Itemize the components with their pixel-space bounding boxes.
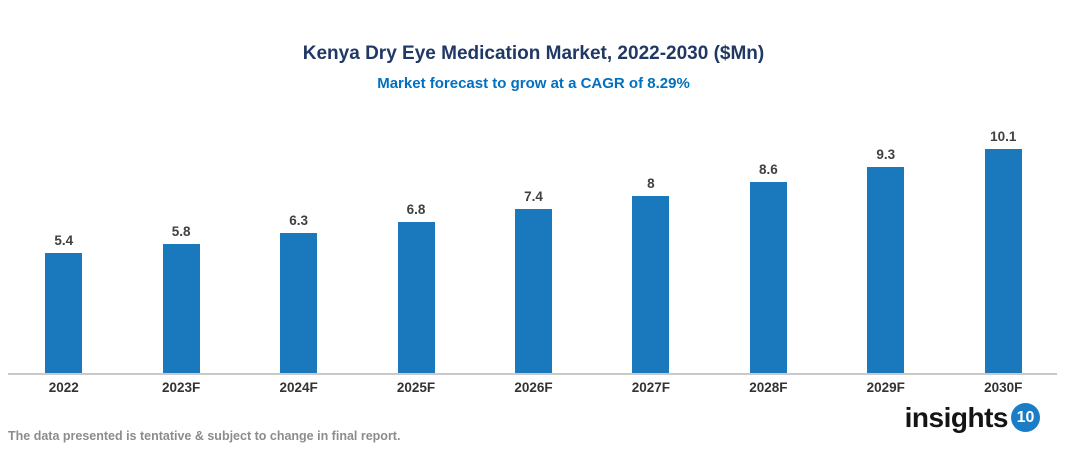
bar-column: 5.4 <box>5 233 122 373</box>
bar <box>397 222 435 373</box>
category-label: 2022 <box>48 380 79 395</box>
bar-value-label: 7.4 <box>524 189 543 204</box>
bar <box>162 244 200 373</box>
bar-column: 6.8 <box>357 202 474 373</box>
bar-value-label: 6.8 <box>406 202 426 217</box>
logo-text: insights <box>904 401 1009 433</box>
bar <box>749 182 787 373</box>
bar-column: 7.4 <box>475 189 592 373</box>
bar-column: 10.1 <box>945 129 1062 373</box>
logo-badge-icon: 10 <box>1011 403 1040 432</box>
bar <box>632 196 670 373</box>
x-axis-line <box>8 373 1057 375</box>
bar-column: 8 <box>592 176 709 373</box>
bar-column: 9.3 <box>827 147 944 373</box>
category-label: 2025F <box>396 380 436 395</box>
chart-subtitle: Market forecast to grow at a CAGR of 8.2… <box>377 75 690 92</box>
category-label: 2028F <box>749 380 788 395</box>
bar-column: 6.3 <box>240 213 357 373</box>
bar-value-label: 9.3 <box>876 147 896 162</box>
category-label: 2026F <box>514 380 553 395</box>
categories-row: 2022 2023F 2024F 2025F 2026F 2027F 2028F 2029F 2… <box>5 380 1062 395</box>
bar <box>45 253 83 373</box>
bar-value-label: 5.8 <box>171 224 191 239</box>
bar-value-label: 10.1 <box>990 129 1017 144</box>
bar <box>867 167 905 373</box>
bar-column: 8.6 <box>710 162 827 373</box>
chart-title: Kenya Dry Eye Medication Market, 2022-20… <box>302 43 765 64</box>
bar-value-label: 8.6 <box>758 162 778 177</box>
bar-value-label: 5.4 <box>54 233 74 248</box>
bar-value-label: 8 <box>647 176 655 191</box>
category-label: 2023F <box>162 380 201 395</box>
category-label: 2030F <box>984 380 1023 395</box>
bar-value-label: 6.3 <box>289 213 308 228</box>
bar <box>984 149 1022 373</box>
bars-row: 5.4 5.8 6.3 6.8 7.4 8 8.6 9.3 10.1 <box>5 111 1062 373</box>
disclaimer-text: The data presented is tentative & subjec… <box>8 429 401 443</box>
category-label: 2027F <box>631 380 671 395</box>
insights10-logo: insights 10 <box>905 403 1040 432</box>
bar <box>514 209 552 373</box>
bar <box>280 233 318 373</box>
bar-column: 5.8 <box>122 224 239 373</box>
category-label: 2029F <box>866 380 905 395</box>
category-label: 2024F <box>279 380 318 395</box>
